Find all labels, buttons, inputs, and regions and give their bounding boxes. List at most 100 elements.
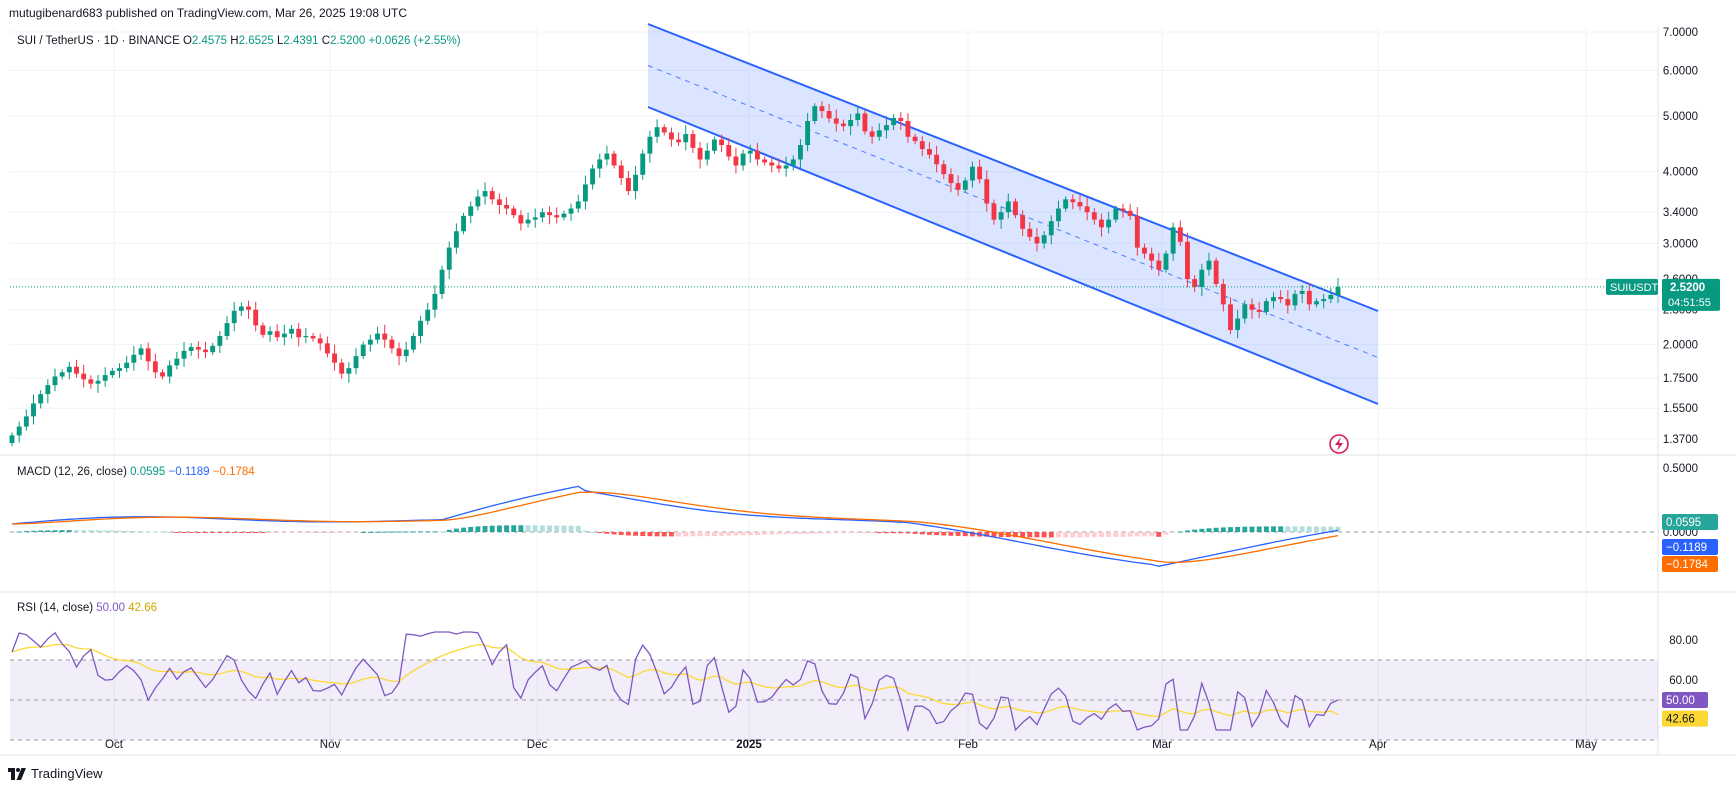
candle-body [525, 219, 531, 224]
macd-histogram-bar [905, 532, 911, 534]
macd-histogram-bar [654, 532, 660, 537]
macd-histogram-bar [848, 532, 854, 534]
macd-histogram-bar [52, 530, 58, 532]
macd-line [11, 485, 1339, 567]
macd-histogram-bar [188, 532, 194, 533]
macd-histogram-bar [1256, 526, 1262, 532]
macd-histogram-bar [332, 532, 337, 533]
macd-histogram-bar [160, 531, 165, 533]
rsi-pane [10, 631, 1658, 741]
macd-signal-tag-bg [1662, 556, 1718, 572]
macd-histogram-bar [511, 525, 517, 532]
candle-body [812, 106, 818, 121]
price-axis-label: 1.5500 [1663, 403, 1698, 415]
candle-body [253, 309, 259, 326]
macd-histogram-bar [475, 526, 481, 532]
macd-histogram-bar [1199, 528, 1205, 532]
macd-histogram-bar [934, 532, 940, 536]
macd-histogram-bar [1321, 526, 1327, 532]
macd-title[interactable]: MACD (12, 26, close) [17, 466, 127, 478]
macd-histogram-bar [1070, 532, 1076, 538]
candle-body [1149, 253, 1155, 261]
macd-histogram-bar [468, 526, 474, 532]
candle-body [1206, 260, 1212, 270]
candle-body [504, 204, 509, 209]
candle-body [382, 333, 388, 340]
macd-histogram-bar [805, 532, 811, 534]
macd-histogram-bar [690, 532, 696, 537]
macd-histogram-bar [461, 527, 466, 532]
lightning-icon[interactable] [1329, 434, 1349, 454]
rsi-value: 50.00 [96, 602, 126, 614]
macd-histogram-bar [246, 532, 251, 534]
candle-body [1127, 210, 1133, 216]
candlestick-series [9, 101, 1658, 446]
macd-histogram-bar [912, 532, 918, 534]
time-axis[interactable]: Oct Nov Dec 2025 Feb Mar Apr May [105, 739, 1597, 751]
candle-body [733, 156, 739, 166]
macd-histogram-bar [1120, 532, 1126, 537]
candle-body [1256, 309, 1262, 312]
candle-body [367, 339, 373, 345]
time-axis-label: Mar [1152, 739, 1172, 751]
price-axis-label: 6.0000 [1663, 65, 1698, 77]
macd-histogram-bar [489, 525, 495, 532]
candle-body [1328, 294, 1334, 300]
candle-body [1213, 260, 1219, 284]
rsi-title[interactable]: RSI (14, close) [17, 602, 94, 614]
time-axis-label: Apr [1369, 739, 1387, 751]
candle-body [1020, 215, 1026, 229]
macd-histogram-bar [1306, 526, 1312, 532]
macd-histogram-bar [1020, 532, 1026, 538]
candle-body [697, 147, 703, 160]
price-axis[interactable]: 7.00006.00005.00004.00003.40003.00002.60… [1663, 27, 1698, 687]
pane-separators[interactable] [0, 27, 1736, 756]
macd-histogram-bar [224, 532, 230, 533]
symbol-legend[interactable]: SUI / TetherUS · 1D · BINANCE O2.4575 H2… [17, 35, 461, 47]
regression-channel[interactable] [647, 23, 1379, 405]
tradingview-logo[interactable]: TradingView [8, 766, 103, 781]
candle-body [210, 345, 216, 353]
candle-body [1306, 290, 1312, 305]
candle-body [747, 150, 753, 154]
macd-histogram-bar [948, 532, 954, 536]
candle-body [1106, 219, 1112, 228]
macd-legend[interactable]: MACD (12, 26, close) 0.0595 −0.1189 −0.1… [17, 466, 255, 478]
candle-body [582, 184, 588, 202]
candle-body [152, 361, 158, 373]
candle-body [1192, 279, 1198, 287]
macd-histogram-bar [1335, 526, 1341, 532]
candle-body [941, 164, 947, 175]
macd-histogram-bar [676, 532, 682, 537]
channel-lower-line[interactable] [647, 106, 1379, 405]
candle-body [1048, 221, 1054, 236]
price-axis-label: 3.4000 [1663, 207, 1698, 219]
channel-upper-line[interactable] [647, 23, 1379, 312]
macd-signal-tag: −0.1784 [1666, 559, 1708, 571]
axis-value-tags: SUIUSDT 2.5200 04:51:55 0.0595 −0.1189 −0.178… [1606, 278, 1720, 727]
candle-body [518, 215, 524, 224]
channel-mid-line[interactable] [647, 65, 1379, 358]
candle-body [884, 125, 889, 131]
time-axis-label: May [1575, 739, 1597, 751]
macd-histogram-bar [1292, 526, 1298, 532]
candle-body [1185, 241, 1190, 280]
rsi-legend[interactable]: RSI (14, close) 50.00 42.66 [17, 602, 157, 614]
symbol-name[interactable]: SUI / TetherUS · 1D · BINANCE [17, 35, 180, 47]
candle-body [482, 191, 488, 197]
candle-body [1027, 228, 1033, 237]
candle-body [1034, 236, 1040, 244]
macd-histogram-bar [647, 532, 653, 537]
candle-body [998, 212, 1004, 220]
candle-body [203, 349, 208, 353]
candle-body [797, 145, 803, 160]
candle-body [1084, 206, 1090, 213]
candle-body [970, 166, 975, 181]
low-label: L [277, 35, 284, 47]
candle-body [231, 310, 237, 324]
macd-histogram-bar [891, 532, 897, 534]
macd-histogram-bar [425, 531, 431, 533]
macd-histogram-bar [991, 532, 997, 537]
candle-body [711, 139, 717, 151]
price-axis-label: 2.0000 [1663, 340, 1698, 352]
